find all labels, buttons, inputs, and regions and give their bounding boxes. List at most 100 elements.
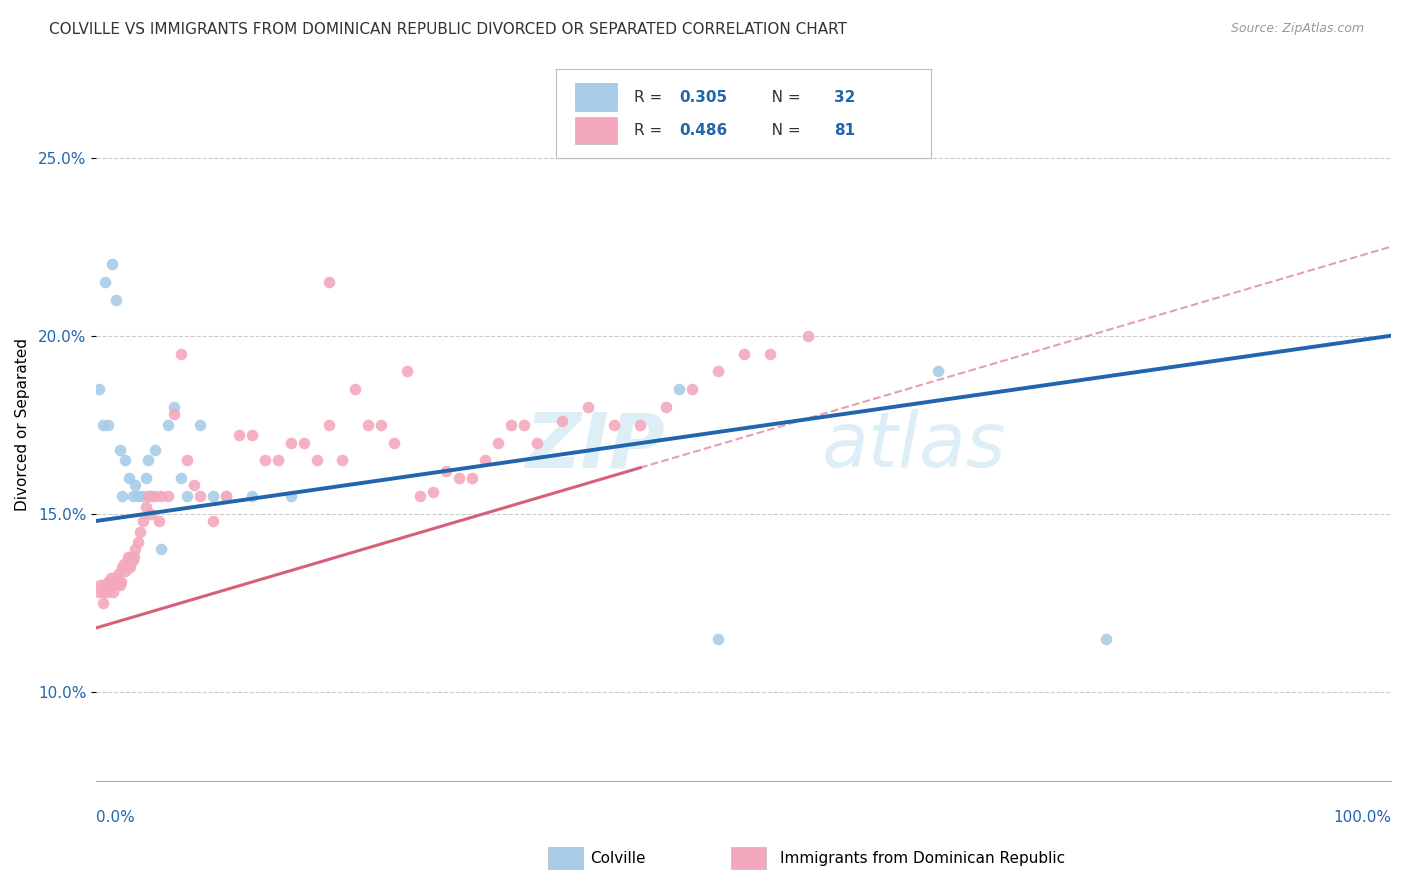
Point: [87, 585, 110, 599]
Text: 0.305: 0.305: [679, 89, 727, 104]
Point: [576, 400, 599, 414]
FancyBboxPatch shape: [575, 117, 617, 144]
Point: [707, 364, 730, 378]
Point: [169, 346, 191, 360]
Text: ZIP: ZIP: [526, 409, 666, 483]
Point: [668, 382, 690, 396]
Point: [120, 549, 142, 564]
Point: [188, 489, 211, 503]
Point: [318, 275, 340, 289]
Point: [115, 557, 138, 571]
Point: [150, 489, 173, 503]
Text: R =: R =: [634, 89, 666, 104]
Point: [110, 574, 132, 589]
Point: [188, 417, 211, 432]
Point: [280, 489, 302, 503]
Point: [94, 275, 117, 289]
Point: [240, 428, 263, 442]
Point: [357, 417, 380, 432]
Point: [100, 571, 122, 585]
Point: [183, 478, 205, 492]
Point: [135, 471, 157, 485]
Text: 32: 32: [834, 89, 856, 104]
Point: [733, 346, 755, 360]
Point: [332, 453, 354, 467]
Point: [97, 417, 120, 432]
Point: [176, 453, 198, 467]
Point: [127, 535, 149, 549]
Point: [382, 435, 405, 450]
Point: [240, 489, 263, 503]
Point: [318, 417, 340, 432]
Text: N =: N =: [756, 123, 806, 138]
Point: [112, 557, 135, 571]
Point: [139, 507, 162, 521]
Point: [101, 257, 124, 271]
Text: N =: N =: [756, 89, 806, 104]
Point: [90, 582, 112, 596]
Point: [461, 471, 484, 485]
Point: [266, 453, 288, 467]
Point: [127, 489, 149, 503]
Point: [135, 500, 157, 514]
Point: [305, 453, 328, 467]
FancyBboxPatch shape: [548, 847, 583, 869]
FancyBboxPatch shape: [555, 69, 931, 158]
Point: [201, 514, 224, 528]
Point: [215, 489, 238, 503]
Point: [103, 574, 125, 589]
Point: [486, 435, 509, 450]
Point: [143, 442, 166, 457]
Point: [91, 596, 114, 610]
Point: [927, 364, 949, 378]
Point: [370, 417, 392, 432]
Point: [131, 489, 153, 503]
Point: [114, 564, 136, 578]
Point: [148, 514, 170, 528]
Text: COLVILLE VS IMMIGRANTS FROM DOMINICAN REPUBLIC DIVORCED OR SEPARATED CORRELATION: COLVILLE VS IMMIGRANTS FROM DOMINICAN RE…: [49, 22, 848, 37]
Text: R =: R =: [634, 123, 666, 138]
Point: [681, 382, 703, 396]
Text: 100.0%: 100.0%: [1333, 810, 1391, 824]
Point: [107, 567, 129, 582]
Point: [422, 485, 444, 500]
Point: [114, 453, 136, 467]
Point: [129, 524, 152, 539]
Point: [169, 471, 191, 485]
Point: [163, 400, 186, 414]
Point: [655, 400, 678, 414]
Point: [758, 346, 780, 360]
Point: [124, 542, 146, 557]
Point: [344, 382, 367, 396]
Point: [176, 489, 198, 503]
Point: [94, 578, 117, 592]
Point: [707, 632, 730, 646]
Point: [104, 578, 127, 592]
Point: [105, 571, 128, 585]
Text: Source: ZipAtlas.com: Source: ZipAtlas.com: [1230, 22, 1364, 36]
Point: [108, 442, 131, 457]
Point: [103, 585, 125, 599]
Text: Immigrants from Dominican Republic: Immigrants from Dominican Republic: [780, 851, 1066, 865]
Point: [797, 328, 820, 343]
Point: [143, 489, 166, 503]
Point: [409, 489, 432, 503]
Point: [253, 453, 276, 467]
Point: [201, 489, 224, 503]
Point: [150, 542, 173, 557]
Point: [215, 489, 238, 503]
Point: [526, 435, 548, 450]
Point: [292, 435, 315, 450]
Point: [434, 464, 457, 478]
Point: [512, 417, 534, 432]
Point: [122, 549, 145, 564]
Point: [1095, 632, 1118, 646]
Point: [396, 364, 419, 378]
Point: [117, 549, 139, 564]
Point: [124, 478, 146, 492]
Point: [108, 578, 131, 592]
Point: [603, 417, 626, 432]
Point: [87, 382, 110, 396]
Point: [136, 489, 159, 503]
Point: [280, 435, 302, 450]
